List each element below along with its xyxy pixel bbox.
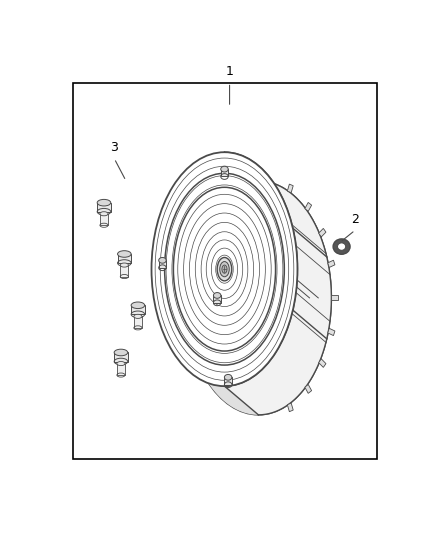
Polygon shape	[287, 403, 293, 411]
Bar	[221, 169, 228, 176]
Bar	[74, 83, 377, 459]
Bar	[134, 317, 142, 328]
Polygon shape	[287, 184, 293, 193]
Ellipse shape	[220, 262, 229, 277]
Polygon shape	[328, 260, 335, 268]
Bar	[117, 254, 131, 263]
Ellipse shape	[120, 263, 128, 267]
Ellipse shape	[217, 257, 232, 281]
Ellipse shape	[185, 181, 332, 415]
Polygon shape	[305, 384, 311, 393]
Polygon shape	[152, 152, 258, 415]
Text: 2: 2	[351, 213, 359, 226]
Bar	[120, 265, 128, 277]
Bar	[213, 295, 221, 303]
Bar	[97, 203, 111, 212]
Polygon shape	[224, 152, 332, 415]
Ellipse shape	[222, 265, 227, 273]
Text: 1: 1	[226, 66, 233, 78]
Ellipse shape	[338, 243, 346, 251]
Polygon shape	[328, 328, 335, 336]
Ellipse shape	[117, 251, 131, 257]
Ellipse shape	[100, 212, 108, 216]
Ellipse shape	[224, 375, 232, 380]
Polygon shape	[319, 229, 326, 237]
Bar	[114, 352, 128, 361]
Ellipse shape	[131, 302, 145, 309]
Bar	[159, 260, 166, 268]
Polygon shape	[305, 203, 311, 211]
Bar	[100, 214, 108, 225]
Ellipse shape	[213, 293, 221, 298]
Ellipse shape	[159, 257, 166, 263]
Ellipse shape	[114, 349, 128, 356]
Bar	[117, 364, 125, 375]
Ellipse shape	[333, 239, 350, 254]
Ellipse shape	[97, 199, 111, 206]
Polygon shape	[332, 295, 338, 301]
Bar	[224, 377, 232, 385]
Text: 3: 3	[110, 141, 118, 154]
Ellipse shape	[117, 361, 125, 366]
Ellipse shape	[152, 152, 297, 386]
Ellipse shape	[134, 314, 142, 318]
Ellipse shape	[221, 166, 228, 172]
Bar	[131, 305, 145, 314]
Polygon shape	[319, 359, 326, 367]
